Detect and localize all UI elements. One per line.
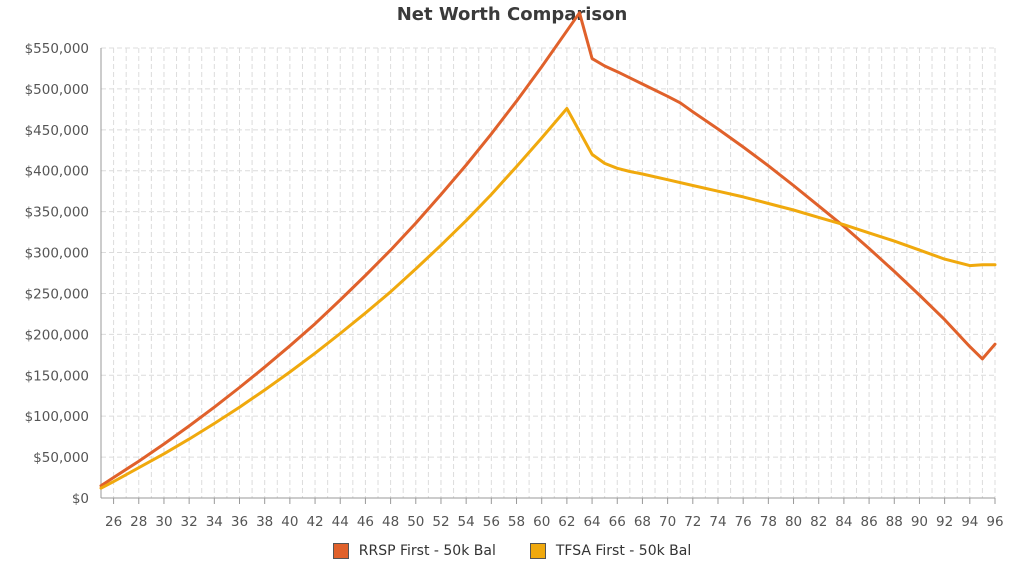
x-tick-label: 40 bbox=[281, 514, 298, 530]
x-tick-label: 54 bbox=[458, 514, 475, 530]
x-tick-label: 32 bbox=[181, 514, 198, 530]
series-line-rrsp bbox=[99, 11, 997, 488]
y-tick-label: $50,000 bbox=[33, 450, 89, 466]
x-tick-label: 50 bbox=[407, 514, 424, 530]
y-tick-label: $150,000 bbox=[25, 368, 89, 384]
x-tick-label: 94 bbox=[961, 514, 978, 530]
x-tick-label: 78 bbox=[760, 514, 777, 530]
x-tick-label: 92 bbox=[936, 514, 953, 530]
y-tick-label: $300,000 bbox=[25, 246, 89, 262]
x-tick-label: 86 bbox=[860, 514, 877, 530]
x-tick-label: 84 bbox=[835, 514, 852, 530]
x-tick-label: 28 bbox=[130, 514, 147, 530]
legend-item-rrsp[interactable]: RRSP First - 50k Bal bbox=[332, 543, 496, 559]
y-tick-label: $450,000 bbox=[25, 123, 89, 139]
x-tick-label: 88 bbox=[886, 514, 903, 530]
legend: RRSP First - 50k Bal TFSA First - 50k Ba… bbox=[0, 543, 1024, 559]
legend-swatch-rrsp bbox=[332, 543, 349, 559]
x-tick-label: 76 bbox=[735, 514, 752, 530]
x-tick-label: 72 bbox=[684, 514, 701, 530]
x-tick-label: 64 bbox=[583, 514, 600, 530]
y-tick-label: $350,000 bbox=[25, 205, 89, 221]
y-tick-label: $500,000 bbox=[25, 82, 89, 98]
y-tick-label: $200,000 bbox=[25, 327, 89, 343]
legend-label-rrsp: RRSP First - 50k Bal bbox=[358, 543, 496, 559]
y-tick-label: $0 bbox=[72, 491, 89, 507]
x-tick-label: 74 bbox=[709, 514, 726, 530]
x-tick-label: 96 bbox=[986, 514, 1003, 530]
x-tick-label: 38 bbox=[256, 514, 273, 530]
x-tick-label: 36 bbox=[231, 514, 248, 530]
x-tick-label: 70 bbox=[659, 514, 676, 530]
x-tick-label: 82 bbox=[810, 514, 827, 530]
x-tick-label: 26 bbox=[105, 514, 122, 530]
legend-swatch-tfsa bbox=[529, 543, 546, 559]
y-tick-label: $550,000 bbox=[25, 41, 89, 57]
x-tick-label: 34 bbox=[206, 514, 223, 530]
y-tick-label: $250,000 bbox=[25, 286, 89, 302]
legend-item-tfsa[interactable]: TFSA First - 50k Bal bbox=[529, 543, 692, 559]
x-tick-label: 80 bbox=[785, 514, 802, 530]
x-tick-label: 58 bbox=[508, 514, 525, 530]
x-tick-label: 90 bbox=[911, 514, 928, 530]
y-tick-label: $100,000 bbox=[25, 409, 89, 425]
x-tick-label: 30 bbox=[155, 514, 172, 530]
x-tick-label: 42 bbox=[306, 514, 323, 530]
x-tick-label: 48 bbox=[382, 514, 399, 530]
x-tick-label: 60 bbox=[533, 514, 550, 530]
x-tick-label: 46 bbox=[357, 514, 374, 530]
y-tick-label: $400,000 bbox=[25, 164, 89, 180]
x-tick-label: 68 bbox=[634, 514, 651, 530]
series-line-tfsa bbox=[99, 107, 997, 490]
x-tick-label: 52 bbox=[432, 514, 449, 530]
x-tick-label: 66 bbox=[609, 514, 626, 530]
x-tick-label: 44 bbox=[332, 514, 349, 530]
chart-title: Net Worth Comparison bbox=[396, 4, 628, 25]
x-tick-label: 62 bbox=[558, 514, 575, 530]
x-tick-label: 56 bbox=[483, 514, 500, 530]
legend-label-tfsa: TFSA First - 50k Bal bbox=[555, 543, 692, 559]
